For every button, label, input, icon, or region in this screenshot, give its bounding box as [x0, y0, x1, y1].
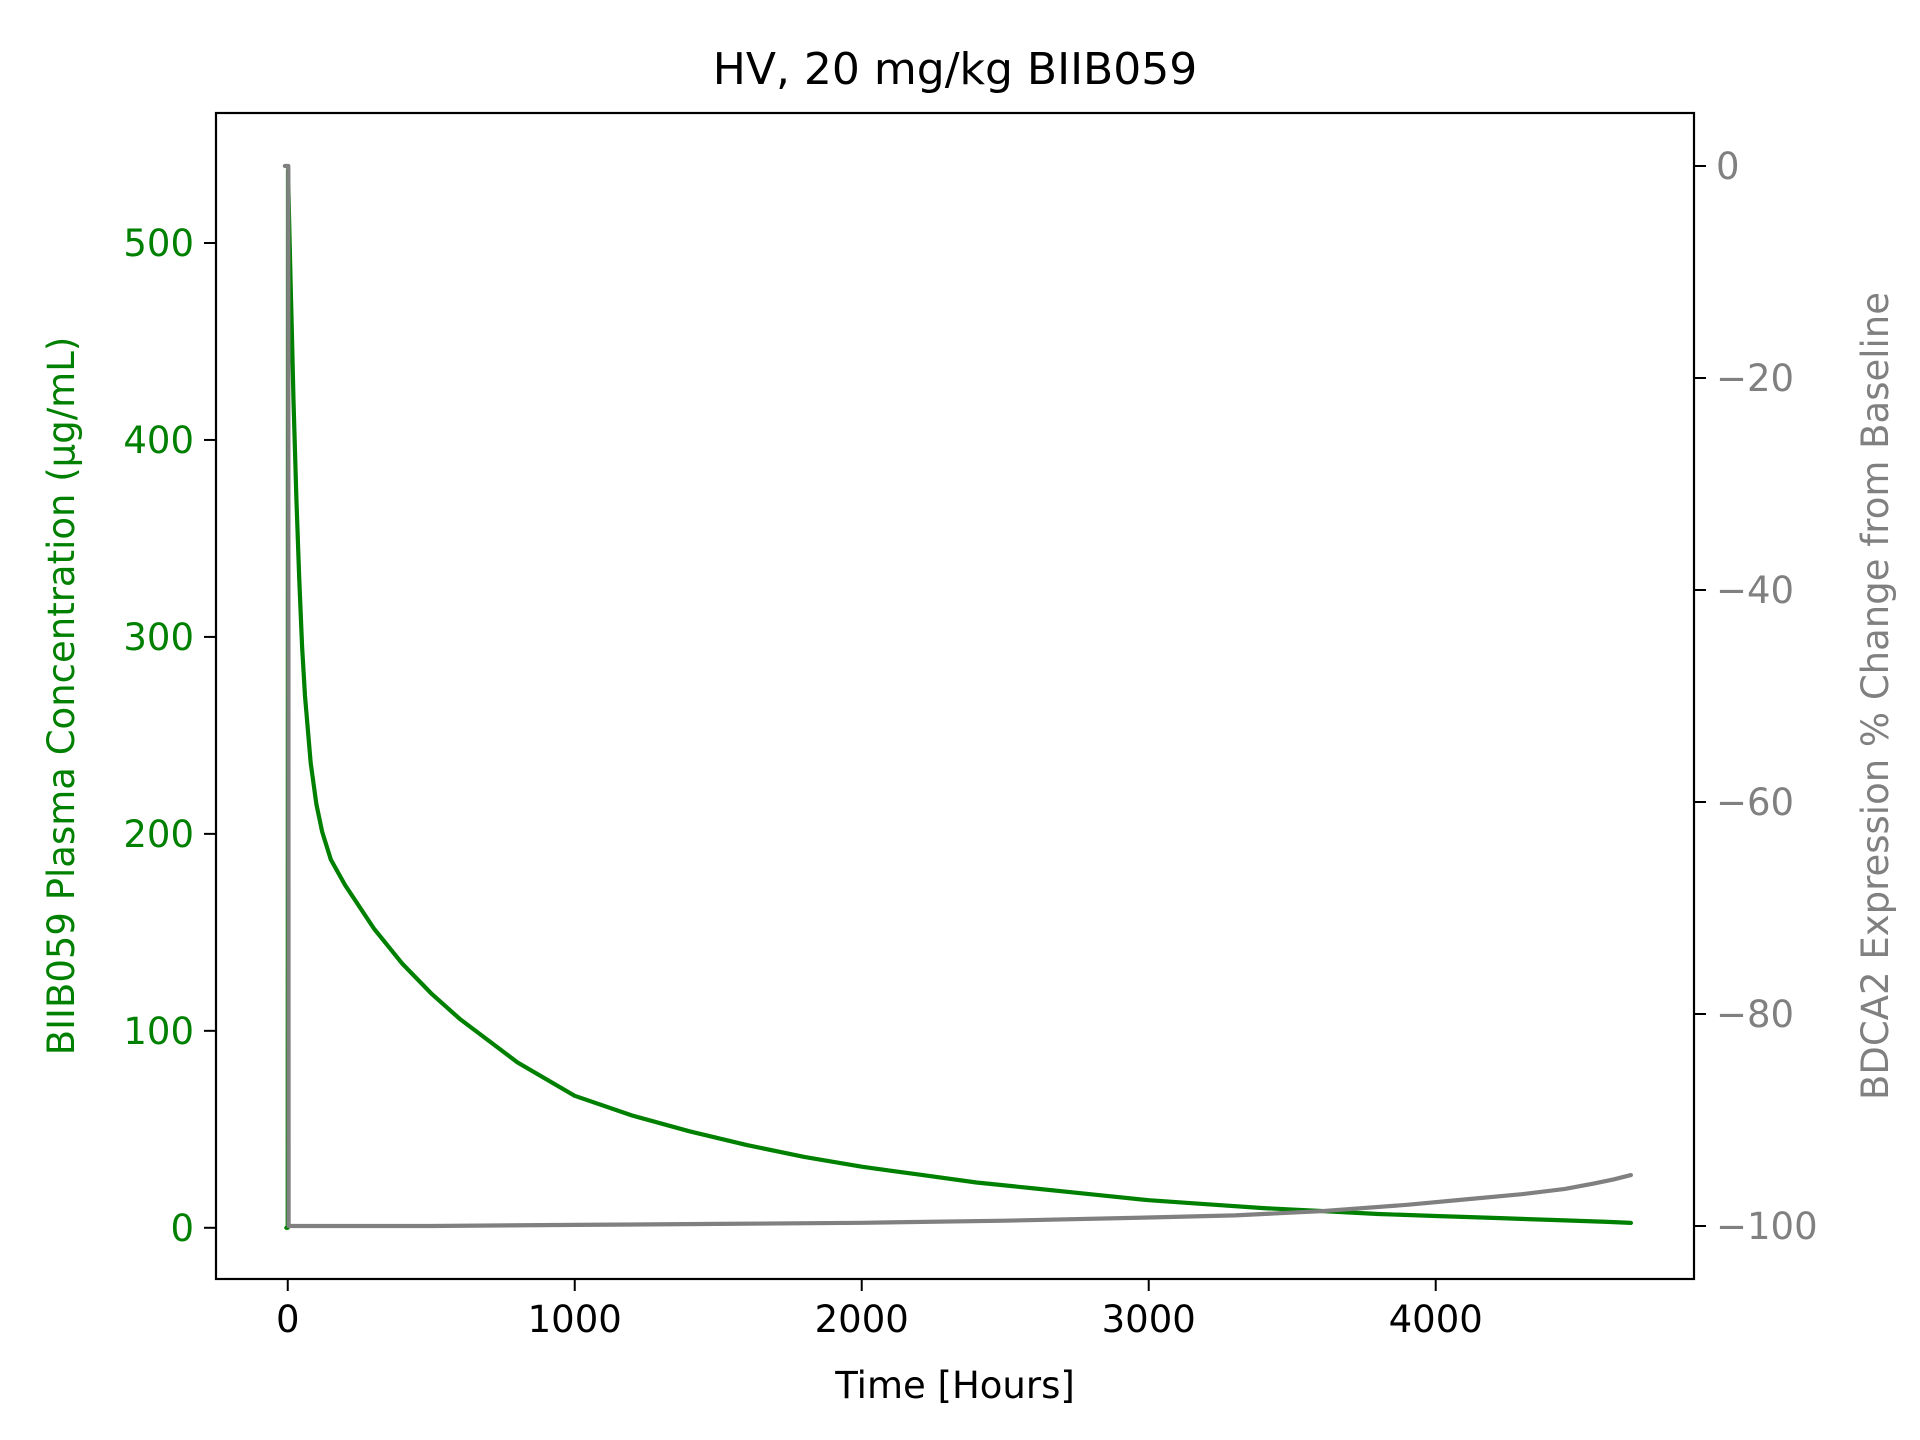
y-right-tick-label: 0 — [1716, 145, 1740, 188]
y-left-tick-label: 400 — [123, 419, 194, 462]
y-left-tick-label: 100 — [123, 1010, 194, 1053]
x-tick-label: 1000 — [528, 1298, 622, 1341]
y-left-tick-label: 500 — [123, 222, 194, 265]
x-tick-label: 2000 — [815, 1298, 909, 1341]
y-left-axis-label: BIIB059 Plasma Concentration (µg/mL) — [40, 337, 83, 1056]
plot-lines — [282, 163, 1634, 1230]
y-right-tick-label: −60 — [1716, 781, 1794, 824]
x-axis-label: Time [Hours] — [834, 1364, 1075, 1407]
x-tick-label: 0 — [276, 1298, 300, 1341]
y-right-axis-label: BDCA2 Expression % Change from Baseline — [1854, 292, 1897, 1100]
plot-area-frame — [214, 111, 1696, 1281]
y-left-tick-label: 200 — [123, 813, 194, 856]
series-line-right — [282, 163, 1634, 1229]
y-right-tick-label: −40 — [1716, 569, 1794, 612]
y-left-tick-label: 0 — [170, 1207, 194, 1250]
y-right-tick-label: −80 — [1716, 993, 1794, 1036]
y-left-tick-label: 300 — [123, 616, 194, 659]
y-left-axis-ticks: 0 100 200 300 400 500 — [123, 222, 216, 1250]
x-axis-ticks: 0 1000 2000 3000 4000 — [276, 1279, 1483, 1341]
y-right-tick-label: −20 — [1716, 357, 1794, 400]
x-tick-label: 4000 — [1389, 1298, 1483, 1341]
y-right-tick-label: −100 — [1716, 1205, 1818, 1248]
chart-title: HV, 20 mg/kg BIIB059 — [713, 44, 1197, 95]
y-right-axis-ticks: 0 −20 −40 −60 −80 −100 — [1694, 145, 1818, 1248]
x-tick-label: 3000 — [1102, 1298, 1196, 1341]
series-line-left — [284, 168, 1634, 1230]
